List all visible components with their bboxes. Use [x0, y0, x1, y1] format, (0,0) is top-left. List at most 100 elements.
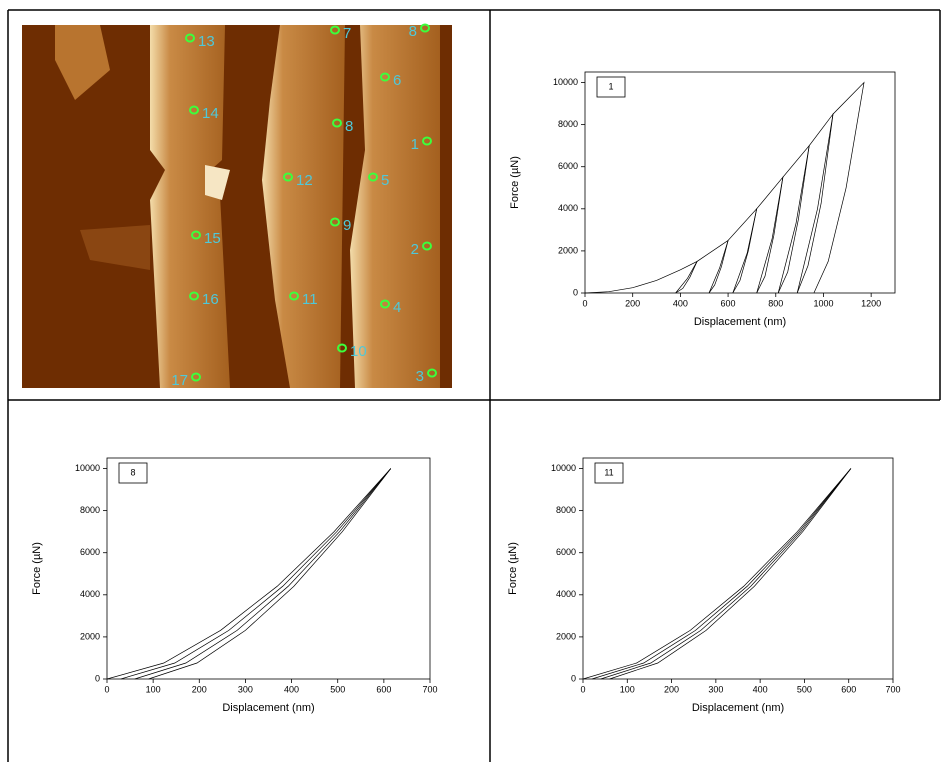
x-tick-label: 200 — [664, 684, 679, 694]
x-tick-label: 0 — [582, 298, 587, 308]
y-tick-label: 4000 — [80, 589, 100, 599]
y-tick-label: 10000 — [551, 463, 576, 473]
curve — [582, 468, 852, 680]
point-label: 8 — [345, 118, 353, 135]
point-label: 16 — [202, 291, 219, 308]
point-label: 13 — [198, 33, 215, 50]
point-marker — [185, 33, 195, 43]
point-marker — [191, 372, 201, 382]
y-tick-label: 0 — [573, 287, 578, 297]
y-tick-label: 6000 — [558, 161, 578, 171]
curve — [106, 468, 392, 680]
x-axis-label: Displacement (nm) — [694, 316, 786, 328]
plot-frame — [582, 457, 894, 680]
y-tick-label: 2000 — [80, 631, 100, 641]
point-label: 7 — [343, 25, 351, 42]
x-tick-label: 700 — [885, 684, 900, 694]
x-tick-label: 500 — [797, 684, 812, 694]
afm-points: 13 14 15 16 17 7 8 6 8 1 12 5 9 2 11 4 10 3 — [171, 23, 437, 389]
point-marker — [420, 23, 430, 33]
y-tick-label: 2000 — [558, 245, 578, 255]
point-marker — [368, 172, 378, 182]
point-marker — [422, 136, 432, 146]
point-marker — [337, 343, 347, 353]
curve — [600, 468, 852, 680]
point-label: 3 — [416, 368, 424, 385]
x-tick-label: 300 — [238, 684, 253, 694]
annotation: 8 — [130, 467, 135, 477]
x-tick-label: 200 — [625, 298, 640, 308]
point-label: 5 — [381, 172, 389, 189]
point-marker — [283, 172, 293, 182]
plot-frame — [106, 457, 431, 680]
curve — [591, 468, 852, 680]
curve — [756, 144, 810, 294]
curve — [796, 81, 865, 294]
point-marker — [380, 299, 390, 309]
x-tick-label: 0 — [104, 684, 109, 694]
curve — [584, 260, 698, 294]
point-marker — [427, 368, 437, 378]
point-label: 17 — [171, 372, 188, 389]
x-tick-label: 1000 — [813, 298, 833, 308]
y-tick-label: 6000 — [556, 547, 576, 557]
y-axis-label: Force (µN) — [509, 156, 521, 209]
x-tick-label: 600 — [376, 684, 391, 694]
annotation-box — [594, 462, 624, 484]
annotation-box — [596, 76, 626, 98]
curve — [777, 112, 834, 294]
x-tick-label: 1200 — [861, 298, 881, 308]
curve — [732, 175, 784, 294]
y-tick-label: 8000 — [558, 119, 578, 129]
x-tick-label: 200 — [192, 684, 207, 694]
y-axis-label: Force (µN) — [31, 542, 43, 595]
y-tick-label: 10000 — [553, 77, 578, 87]
y-tick-label: 0 — [95, 673, 100, 683]
x-axis-label: Displacement (nm) — [692, 702, 784, 714]
x-tick-label: 700 — [422, 684, 437, 694]
point-label: 10 — [350, 343, 367, 360]
y-tick-label: 4000 — [556, 589, 576, 599]
point-label: 6 — [393, 72, 401, 89]
x-tick-label: 600 — [721, 298, 736, 308]
x-tick-label: 400 — [673, 298, 688, 308]
y-tick-label: 2000 — [556, 631, 576, 641]
y-tick-label: 8000 — [80, 505, 100, 515]
point-marker — [189, 291, 199, 301]
point-marker — [330, 25, 340, 35]
y-tick-label: 6000 — [80, 547, 100, 557]
y-tick-label: 8000 — [556, 505, 576, 515]
point-label: 4 — [393, 299, 401, 316]
x-tick-label: 400 — [284, 684, 299, 694]
y-tick-label: 4000 — [558, 203, 578, 213]
x-tick-label: 400 — [753, 684, 768, 694]
panel-borders — [7, 9, 941, 762]
curve — [120, 468, 392, 680]
y-tick-label: 0 — [571, 673, 576, 683]
curve — [148, 468, 392, 680]
point-label: 12 — [296, 172, 313, 189]
curve — [609, 468, 852, 680]
point-label: 9 — [343, 217, 351, 234]
x-tick-label: 800 — [768, 298, 783, 308]
annotation: 1 — [608, 81, 613, 91]
annotation: 11 — [604, 467, 613, 477]
plot-frame — [584, 71, 896, 294]
point-label: 15 — [204, 230, 221, 247]
x-tick-label: 0 — [580, 684, 585, 694]
point-label: 11 — [302, 291, 318, 308]
y-axis-label: Force (µN) — [507, 542, 519, 595]
point-marker — [422, 241, 432, 251]
point-label: 14 — [202, 105, 219, 122]
x-tick-label: 600 — [841, 684, 856, 694]
afm-image — [22, 25, 452, 388]
curve — [134, 468, 392, 680]
x-tick-label: 100 — [620, 684, 635, 694]
x-tick-label: 300 — [708, 684, 723, 694]
annotation-box — [118, 462, 148, 484]
point-label: 2 — [411, 241, 419, 258]
point-label: 8 — [409, 23, 417, 40]
point-marker — [330, 217, 340, 227]
x-tick-label: 500 — [330, 684, 345, 694]
